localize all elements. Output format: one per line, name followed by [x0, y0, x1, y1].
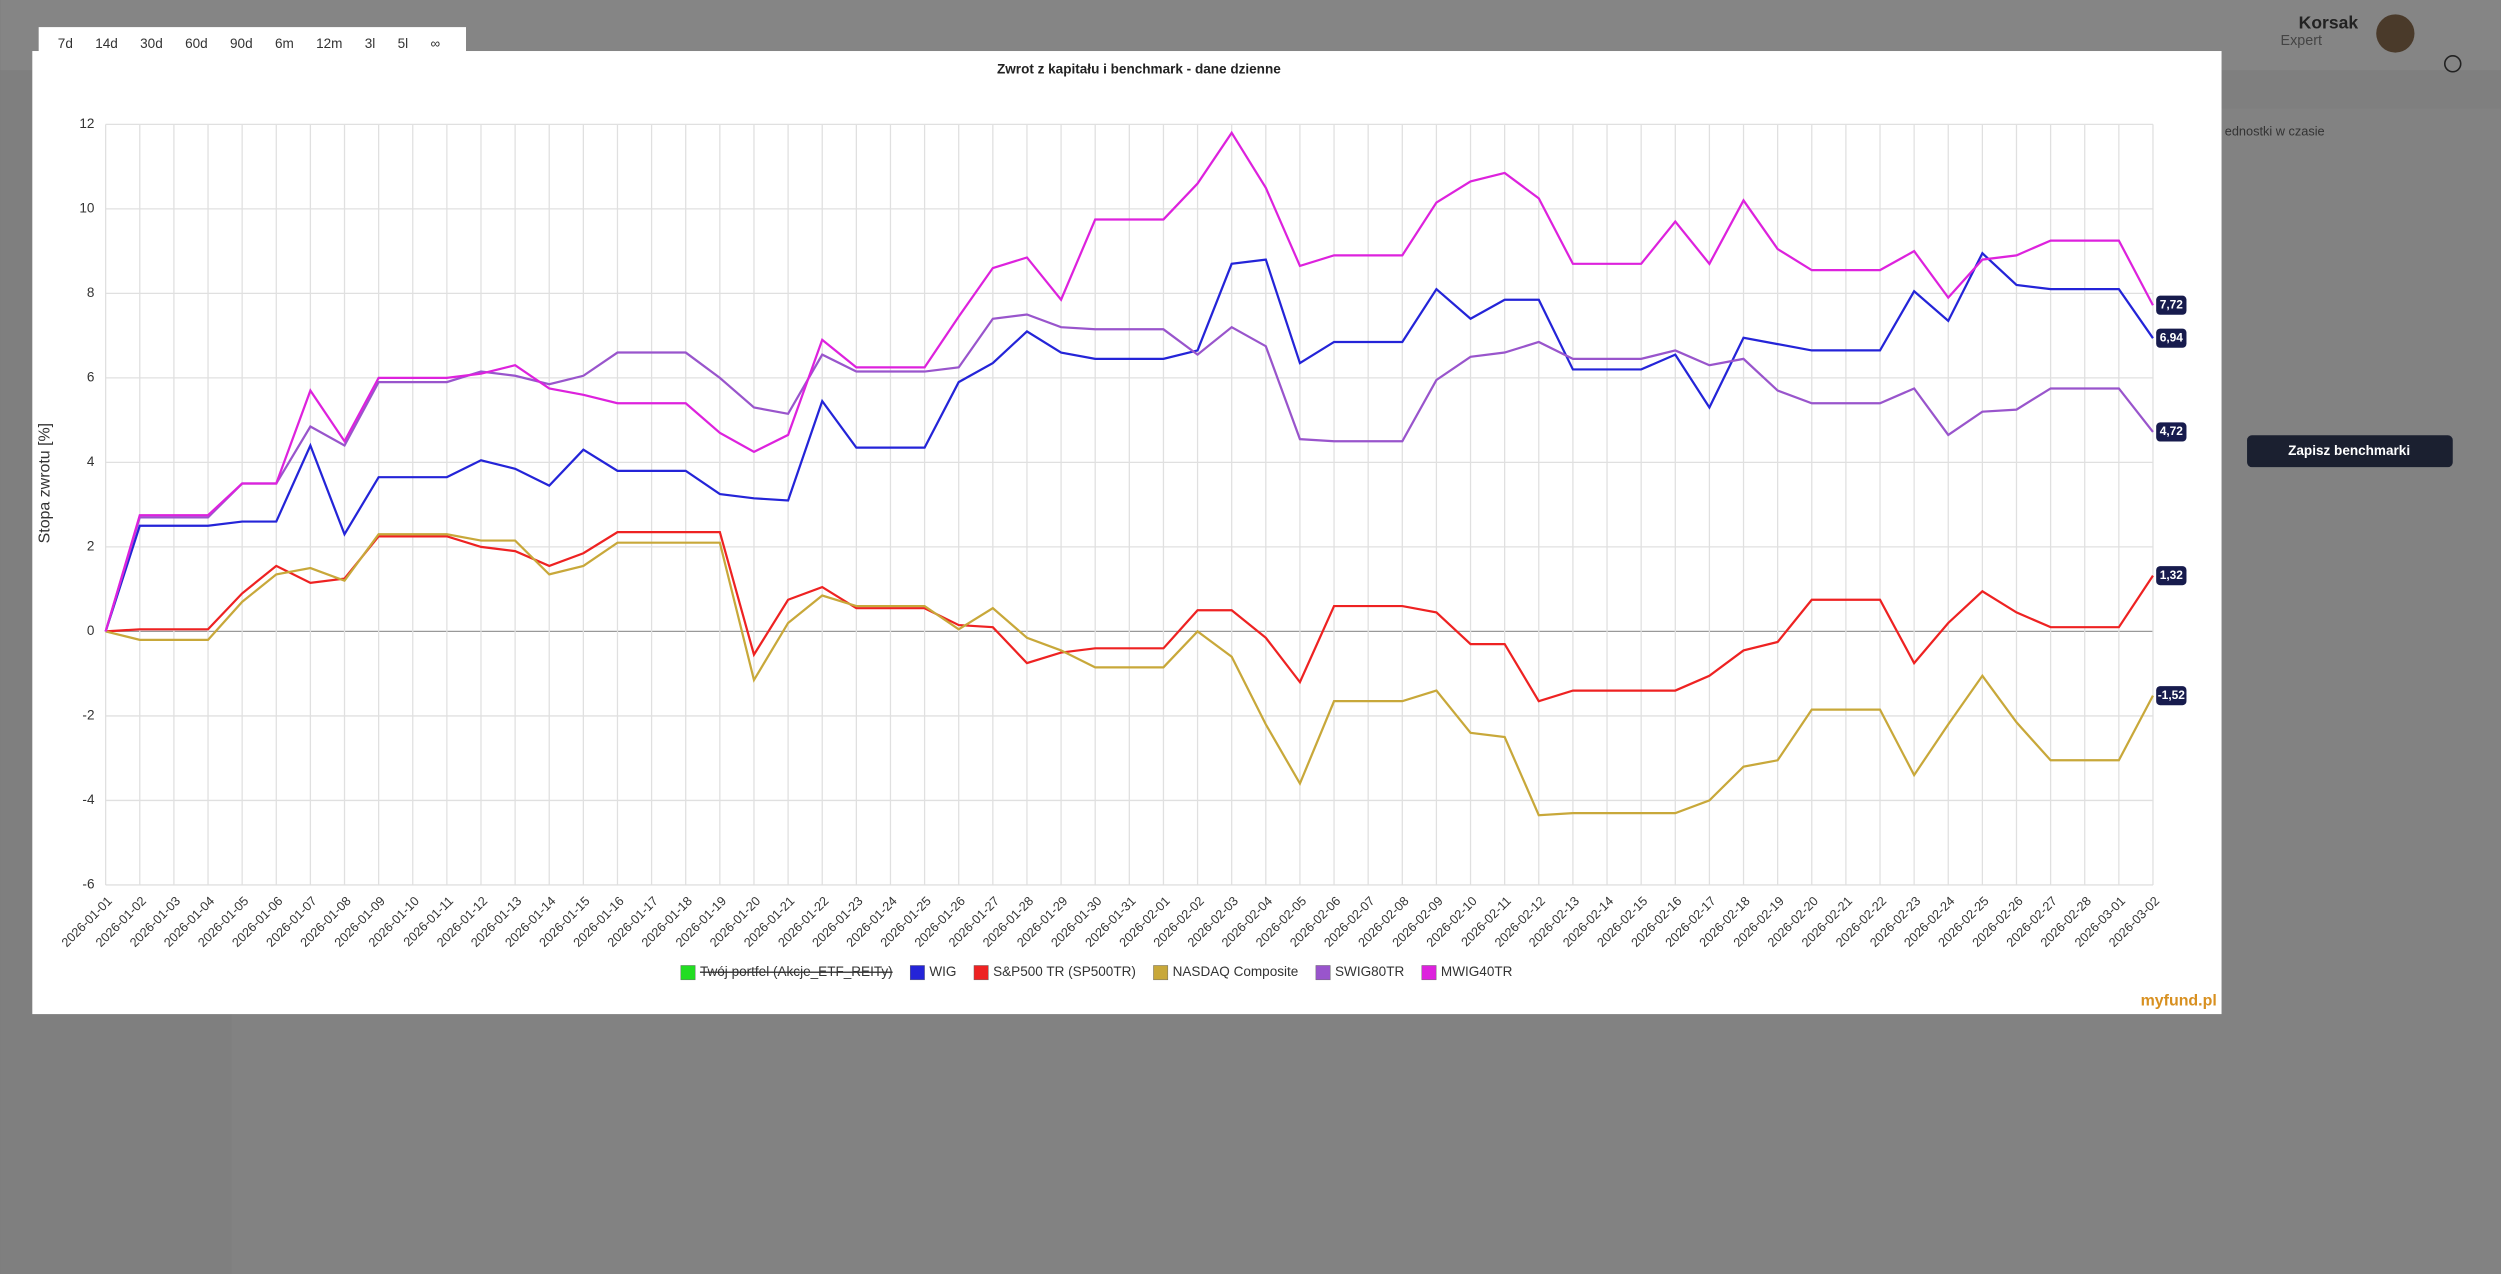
range-button[interactable]: 6m [275, 36, 294, 51]
caption: ednostki w czasie [2225, 124, 2325, 139]
y-tick-label: 0 [87, 623, 95, 638]
end-label-box [2156, 422, 2187, 442]
range-button[interactable]: 3l [365, 36, 376, 51]
save-button[interactable] [2247, 435, 2453, 468]
legend-swatch[interactable] [680, 965, 696, 981]
end-label-box [2156, 295, 2187, 315]
legend-swatch[interactable] [909, 965, 925, 981]
chart-modal [32, 51, 2222, 1015]
end-label-box [2156, 328, 2187, 348]
end-label-box [2156, 566, 2187, 586]
y-tick-label: 2 [87, 538, 95, 553]
y-tick-label: 8 [87, 285, 95, 300]
legend: Twój portfel (Akcje_ETF_REITy) WIG S&P500 … [680, 964, 1513, 981]
y-axis-label: Stopa zwrotu [%] [36, 423, 53, 543]
save-button-label: Zapisz benchmarki [2288, 443, 2410, 458]
range-button[interactable]: 14d [95, 36, 118, 51]
y-tick-label: -4 [82, 792, 95, 807]
range-button[interactable]: 12m [316, 36, 342, 51]
legend-swatch[interactable] [1421, 965, 1437, 981]
user-name: Korsak [2299, 13, 2359, 33]
legend-label[interactable]: NASDAQ Composite [1173, 964, 1299, 979]
y-tick-label: -2 [82, 708, 94, 723]
user-role: Expert [2281, 33, 2322, 49]
range-buttons: 7d 14d 30d 60d 90d 6m 12m 3l 5l ∞ [58, 36, 441, 51]
close-button[interactable] [2443, 55, 2462, 73]
logo: myfund.pl [2141, 993, 2217, 1010]
range-button[interactable]: ∞ [431, 36, 441, 51]
avatar[interactable] [2376, 14, 2415, 53]
series-line [104, 313, 2154, 632]
y-tick-label: 6 [87, 369, 95, 384]
range-bar [38, 27, 467, 63]
series-line [104, 251, 2154, 632]
legend-label[interactable]: MWIG40TR [1441, 964, 1513, 979]
y-tick-label: 4 [87, 454, 95, 469]
series-line [104, 130, 2154, 632]
range-button[interactable]: 90d [230, 36, 253, 51]
range-button[interactable]: 7d [58, 36, 73, 51]
legend-swatch[interactable] [1153, 965, 1169, 981]
range-button[interactable]: 5l [398, 36, 409, 51]
range-button[interactable]: 30d [140, 36, 163, 51]
legend-label[interactable]: SWIG80TR [1335, 964, 1404, 979]
legend-label[interactable]: WIG [929, 964, 956, 979]
end-label: -1,52 [2158, 688, 2186, 702]
legend-label[interactable]: S&P500 TR (SP500TR) [993, 964, 1136, 979]
legend-label[interactable]: Twój portfel (Akcje_ETF_REITy) [700, 964, 893, 979]
end-label-box [2156, 686, 2187, 706]
chart-title: Zwrot z kapitału i benchmark - dane dzie… [997, 62, 1281, 77]
range-button[interactable]: 60d [185, 36, 208, 51]
end-label: 4,72 [2160, 424, 2184, 438]
series-line [105, 531, 2154, 703]
end-label: 7,72 [2160, 297, 2184, 311]
series-line [105, 533, 2154, 817]
legend-swatch[interactable] [1315, 965, 1331, 981]
y-tick-label: -6 [82, 877, 94, 892]
y-tick-label: 12 [79, 116, 94, 131]
legend-swatch[interactable] [973, 965, 989, 981]
end-label: 1,32 [2160, 568, 2184, 582]
y-tick-label: 10 [79, 200, 94, 215]
end-label: 6,94 [2160, 330, 2184, 344]
